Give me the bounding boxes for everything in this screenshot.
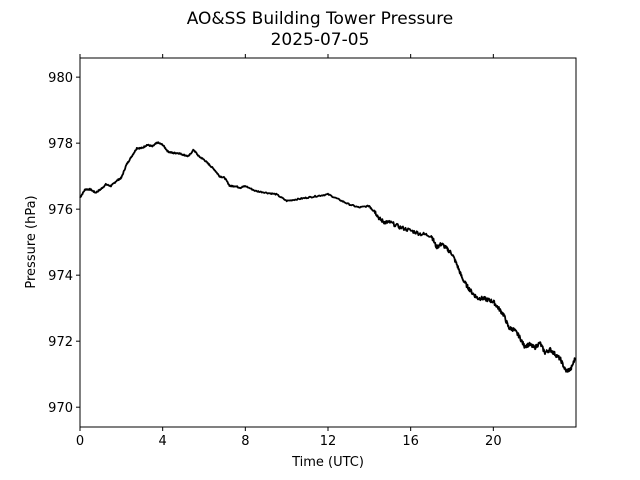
chart-subtitle: 2025-07-05 — [271, 30, 370, 50]
y-tick-label: 980 — [48, 71, 73, 86]
pressure-line — [79, 141, 577, 373]
y-tick-label: 976 — [48, 203, 73, 218]
chart-title: AO&SS Building Tower Pressure — [187, 9, 454, 29]
y-axis-label: Pressure (hPa) — [24, 195, 39, 288]
plot-frame — [79, 57, 577, 428]
x-axis-label: Time (UTC) — [291, 455, 364, 470]
x-tick-label: 0 — [76, 434, 84, 449]
x-tick-label: 16 — [402, 434, 419, 449]
x-tick-label: 20 — [485, 434, 502, 449]
y-tick-label: 974 — [48, 269, 73, 284]
y-tick-label: 970 — [48, 401, 73, 416]
x-tick-label: 4 — [159, 434, 167, 449]
y-tick-label: 972 — [48, 335, 73, 350]
x-tick-label: 12 — [320, 434, 337, 449]
y-tick-label: 978 — [48, 137, 73, 152]
x-tick-label: 8 — [241, 434, 249, 449]
